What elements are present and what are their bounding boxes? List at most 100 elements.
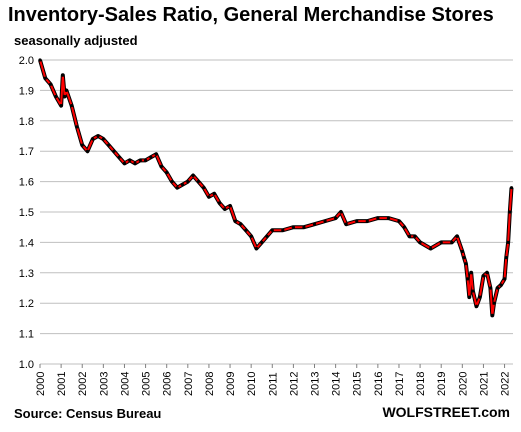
- y-tick-label: 2.0: [19, 55, 34, 67]
- data-point: [133, 161, 137, 165]
- data-point: [80, 143, 84, 147]
- x-tick-label: 2020: [457, 372, 469, 396]
- data-point: [154, 152, 158, 156]
- chart-subtitle: seasonally adjusted: [14, 33, 138, 48]
- data-point: [464, 262, 468, 266]
- data-point: [196, 180, 200, 184]
- data-point: [91, 137, 95, 141]
- y-tick-label: 1.1: [19, 329, 34, 341]
- data-point: [186, 180, 190, 184]
- data-point: [75, 125, 79, 129]
- data-point: [506, 240, 510, 244]
- data-point: [223, 207, 227, 211]
- data-point: [502, 277, 507, 281]
- x-tick-label: 2017: [394, 372, 406, 396]
- data-point: [402, 225, 406, 229]
- x-tick-label: 2007: [183, 372, 195, 396]
- y-tick-label: 1.0: [19, 359, 34, 371]
- data-point: [122, 161, 127, 165]
- brand-logo: WOLFSTREET.com: [382, 404, 510, 420]
- y-tick-label: 1.6: [19, 177, 34, 189]
- data-point: [228, 204, 232, 208]
- source-note: Source: Census Bureau: [14, 406, 162, 421]
- data-point: [450, 240, 454, 244]
- data-point: [85, 149, 90, 153]
- data-point: [165, 170, 169, 175]
- data-point: [312, 222, 317, 226]
- data-point: [460, 249, 464, 254]
- data-point: [466, 277, 470, 281]
- data-point: [499, 283, 503, 287]
- data-point: [239, 222, 243, 226]
- data-point: [281, 228, 285, 232]
- data-point: [128, 158, 132, 162]
- data-point: [207, 195, 211, 199]
- x-tick-label: 2003: [98, 372, 110, 396]
- x-tick-label: 2005: [141, 372, 153, 396]
- data-point: [467, 295, 471, 299]
- data-point: [112, 149, 116, 153]
- data-point: [117, 155, 121, 159]
- x-tick-label: 2009: [225, 372, 237, 396]
- x-tick-label: 2013: [310, 372, 322, 396]
- y-tick-label: 1.9: [19, 85, 34, 97]
- gridlines: [40, 59, 513, 365]
- data-point: [175, 186, 179, 190]
- x-tick-label: 2022: [500, 372, 512, 396]
- y-tick-label: 1.3: [19, 268, 34, 280]
- data-point: [260, 240, 264, 244]
- data-point: [149, 155, 153, 159]
- data-point: [291, 225, 295, 229]
- data-point: [365, 219, 369, 223]
- x-tick-label: 2001: [56, 372, 68, 396]
- data-point: [70, 104, 74, 108]
- data-point: [478, 295, 482, 299]
- data-point: [481, 274, 486, 278]
- data-point: [101, 137, 105, 141]
- y-axis-ticks: 1.0 1.1 1.2 1.3 1.4 1.5 1.6 1.7 1.8 1.9 2.0: [19, 55, 34, 371]
- data-point: [471, 289, 475, 293]
- data-point: [54, 94, 58, 99]
- data-point: [143, 158, 148, 162]
- data-point: [202, 186, 206, 190]
- y-tick-label: 1.5: [19, 207, 34, 219]
- data-point: [485, 271, 489, 275]
- data-point: [469, 271, 473, 275]
- data-point: [191, 173, 195, 178]
- data-point: [418, 240, 422, 244]
- data-point: [474, 304, 479, 308]
- x-tick-label: 2004: [119, 372, 131, 396]
- x-axis-ticks: 2000 2001 2002 2003 2004 2005 2006 2007 2008 2009…: [35, 364, 512, 396]
- data-point: [339, 210, 343, 214]
- x-tick-label: 2021: [478, 372, 490, 396]
- data-point: [107, 143, 111, 147]
- data-point: [490, 313, 494, 317]
- data-point: [509, 186, 514, 190]
- data-point: [488, 286, 493, 290]
- x-tick-label: 2002: [77, 372, 89, 396]
- x-tick-label: 2019: [436, 372, 448, 396]
- data-point: [462, 256, 466, 260]
- data-point: [344, 222, 348, 226]
- data-point: [233, 219, 237, 223]
- x-tick-label: 2006: [162, 372, 174, 396]
- x-tick-label: 2011: [267, 372, 279, 396]
- series-line: [39, 59, 513, 317]
- data-point: [59, 104, 63, 108]
- data-point: [270, 228, 274, 232]
- data-point: [355, 219, 359, 223]
- data-point: [63, 94, 67, 99]
- data-point: [413, 234, 417, 238]
- y-tick-label: 1.8: [19, 116, 34, 128]
- chart-title: Inventory-Sales Ratio, General Merchandi…: [8, 4, 494, 26]
- y-tick-label: 1.2: [19, 298, 34, 310]
- data-point: [217, 201, 222, 205]
- series-line-outline: [38, 59, 514, 318]
- data-point: [429, 246, 433, 251]
- x-tick-label: 2008: [204, 372, 216, 396]
- data-point: [386, 216, 391, 220]
- y-tick-label: 1.4: [19, 237, 34, 249]
- data-point: [212, 192, 216, 196]
